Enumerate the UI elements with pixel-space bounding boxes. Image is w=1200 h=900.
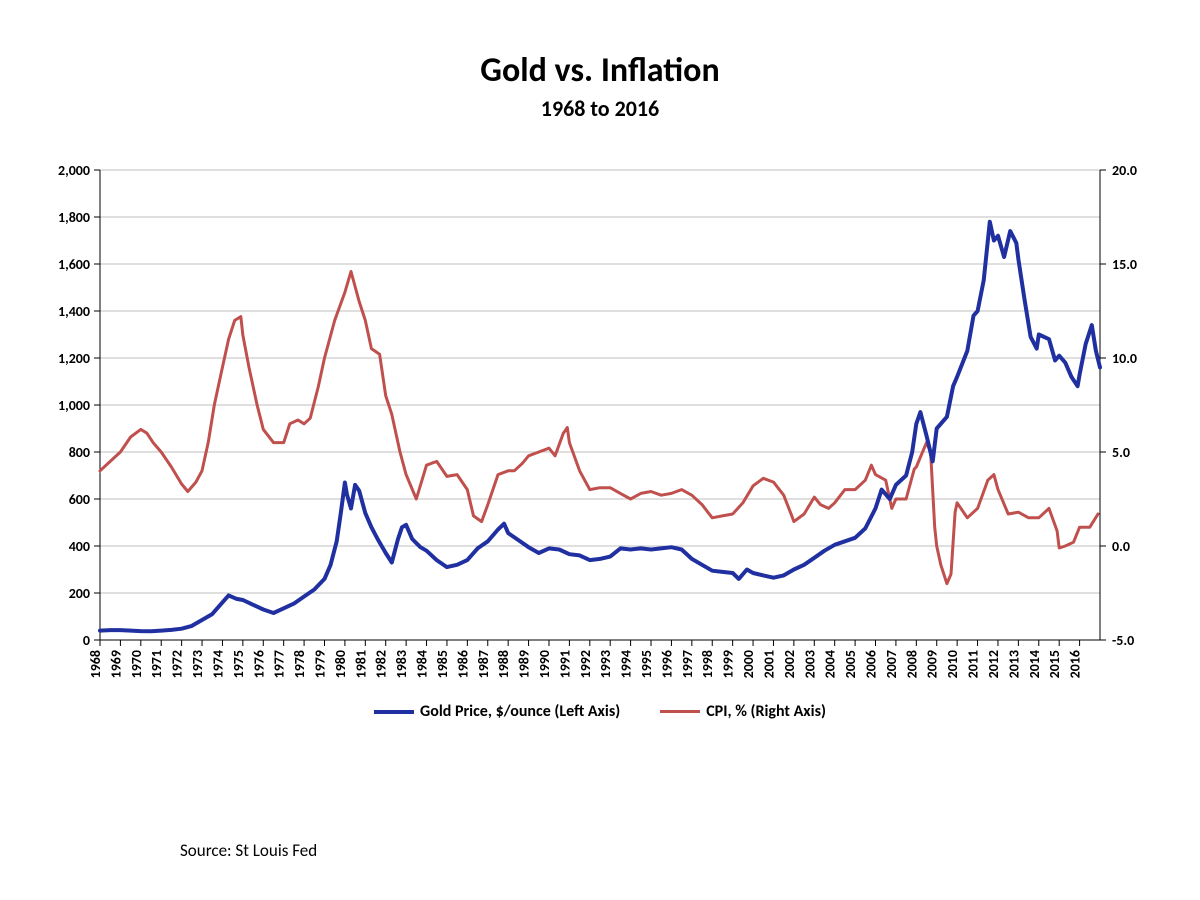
cpi-line <box>100 272 1098 584</box>
y-right-tick-label: 20.0 <box>1112 162 1137 179</box>
x-tick-label: 1989 <box>516 650 533 678</box>
x-tick-label: 1998 <box>699 650 716 678</box>
legend-item-gold: Gold Price, $/ounce (Left Axis) <box>374 702 620 721</box>
x-tick-label: 1990 <box>536 650 553 678</box>
y-right-tick-label: 0.0 <box>1112 538 1130 555</box>
x-tick-label: 1974 <box>209 650 226 678</box>
x-tick-label: 1983 <box>393 650 410 678</box>
x-tick-label: 2013 <box>1005 650 1022 678</box>
x-tick-label: 1968 <box>87 650 104 678</box>
legend-swatch-cpi <box>660 710 700 713</box>
x-tick-label: 1976 <box>250 650 267 678</box>
y-left-tick-label: 800 <box>69 444 90 461</box>
x-tick-label: 1997 <box>679 650 696 678</box>
x-tick-label: 1982 <box>373 650 390 678</box>
x-tick-label: 1995 <box>638 650 655 678</box>
x-tick-label: 1991 <box>556 650 573 678</box>
x-tick-label: 2016 <box>1067 650 1084 678</box>
legend: Gold Price, $/ounce (Left Axis) CPI, % (… <box>0 702 1200 721</box>
x-tick-label: 1979 <box>311 650 328 678</box>
chart-svg: 0 200 400 600 800 1,000 1,200 1,400 1,600 1,800 2,… <box>0 0 1200 770</box>
x-tick-label: 1994 <box>618 650 635 678</box>
y-left-tick-label: 1,000 <box>58 397 90 414</box>
x-tick-label: 1981 <box>352 650 369 678</box>
x-tick-label: 2012 <box>985 650 1002 678</box>
y-left-tick-label: 1,800 <box>58 209 90 226</box>
legend-label-cpi: CPI, % (Right Axis) <box>706 702 826 721</box>
x-tick-label: 2003 <box>801 650 818 678</box>
x-tick-label: 1988 <box>495 650 512 678</box>
x-tick-label: 1996 <box>658 650 675 678</box>
y-left-tick-label: 600 <box>69 491 90 508</box>
x-tick-label: 2011 <box>965 650 982 678</box>
x-tick-label: 2001 <box>760 650 777 678</box>
x-tick-label: 2004 <box>822 650 839 678</box>
y-left-tick-label: 1,200 <box>58 350 90 367</box>
x-tick-label: 2007 <box>883 650 900 678</box>
x-tick-label: 1978 <box>291 650 308 678</box>
x-tick-label: 2006 <box>863 650 880 678</box>
chart-area: 0 200 400 600 800 1,000 1,200 1,400 1,600 1,800 2,… <box>0 0 1200 775</box>
x-tick-label: 1970 <box>128 650 145 678</box>
y-left-tick-label: 1,400 <box>58 303 90 320</box>
x-tick-label: 2010 <box>944 650 961 678</box>
legend-item-cpi: CPI, % (Right Axis) <box>660 702 826 721</box>
x-tick-label: 1986 <box>454 650 471 678</box>
x-tick-label: 2015 <box>1046 650 1063 678</box>
x-tick-label: 1984 <box>414 650 431 678</box>
y-right-tick-label: -5.0 <box>1112 632 1134 649</box>
x-tick-label: 1999 <box>720 650 737 678</box>
x-tick-label: 2009 <box>924 650 941 678</box>
y-left-tick-label: 200 <box>69 585 90 602</box>
y-left-tick-label: 0 <box>83 632 90 649</box>
x-tick-label: 2005 <box>842 650 859 678</box>
legend-swatch-gold <box>374 710 414 714</box>
x-tick-label: 1992 <box>577 650 594 678</box>
y-right-tick-label: 5.0 <box>1112 444 1130 461</box>
x-tick-label: 1980 <box>332 650 349 678</box>
x-tick-label: 1977 <box>271 650 288 678</box>
x-tick-label: 1973 <box>189 650 206 678</box>
y-left-tick-label: 400 <box>69 538 90 555</box>
y-right-tick-label: 15.0 <box>1112 256 1137 273</box>
y-left-tick-label: 2,000 <box>58 162 90 179</box>
x-tick-label: 2014 <box>1026 650 1043 678</box>
x-tick-label: 2008 <box>903 650 920 678</box>
x-tick-label: 2000 <box>740 650 757 678</box>
source-text: Source: St Louis Fed <box>180 840 317 861</box>
y-right-tick-label: 10.0 <box>1112 350 1137 367</box>
x-tick-label: 1969 <box>107 650 124 678</box>
x-tick-label: 1987 <box>475 650 492 678</box>
x-tick-label: 1993 <box>597 650 614 678</box>
x-tick-label: 1985 <box>434 650 451 678</box>
legend-label-gold: Gold Price, $/ounce (Left Axis) <box>420 702 620 721</box>
x-tick-label: 1972 <box>169 650 186 678</box>
x-tick-label: 2002 <box>781 650 798 678</box>
x-tick-label: 1971 <box>148 650 165 678</box>
x-tick-label: 1975 <box>230 650 247 678</box>
y-left-tick-label: 1,600 <box>58 256 90 273</box>
